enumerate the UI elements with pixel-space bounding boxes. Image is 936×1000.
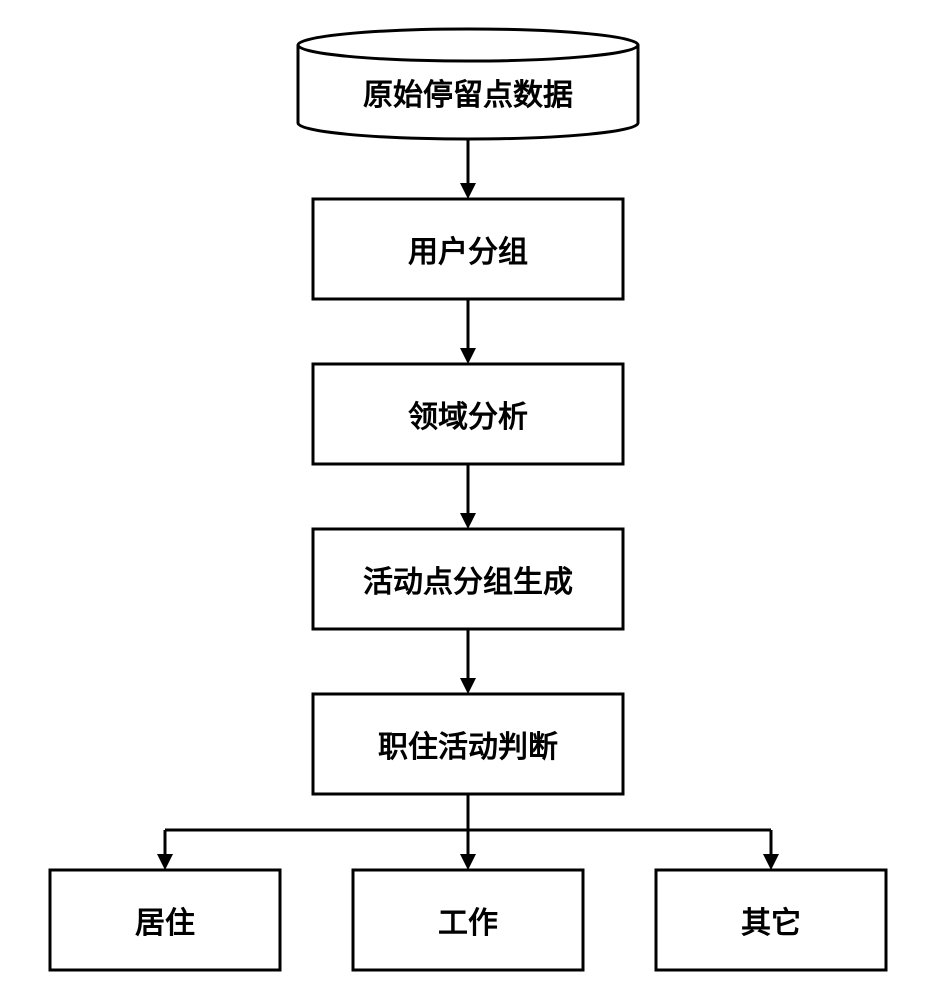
node-n1-label: 用户分组 [313, 199, 623, 299]
node-n6-label: 工作 [353, 870, 583, 970]
node-n7-label: 其它 [656, 870, 886, 970]
node-n2-label: 领域分析 [313, 364, 623, 464]
node-n4-label: 职住活动判断 [313, 694, 623, 794]
flowchart-canvas [0, 0, 936, 1000]
node-n3-label: 活动点分组生成 [313, 529, 623, 629]
node-n5-label: 居住 [50, 870, 280, 970]
node-n0-label: 原始停留点数据 [298, 45, 638, 139]
